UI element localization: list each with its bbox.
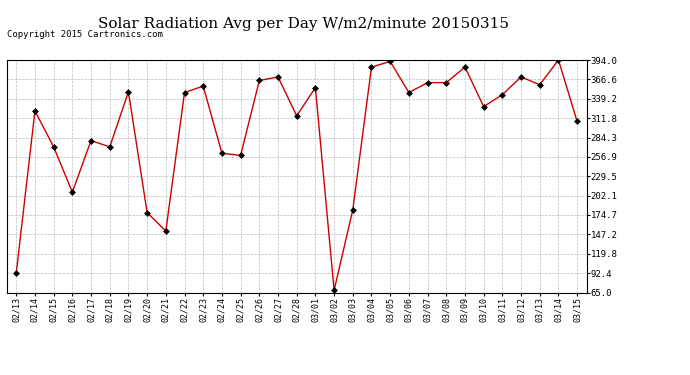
Text: Radiation  (W/m2/Minute): Radiation (W/m2/Minute) [464, 25, 592, 34]
Text: Copyright 2015 Cartronics.com: Copyright 2015 Cartronics.com [7, 30, 163, 39]
Text: Solar Radiation Avg per Day W/m2/minute 20150315: Solar Radiation Avg per Day W/m2/minute … [98, 17, 509, 31]
